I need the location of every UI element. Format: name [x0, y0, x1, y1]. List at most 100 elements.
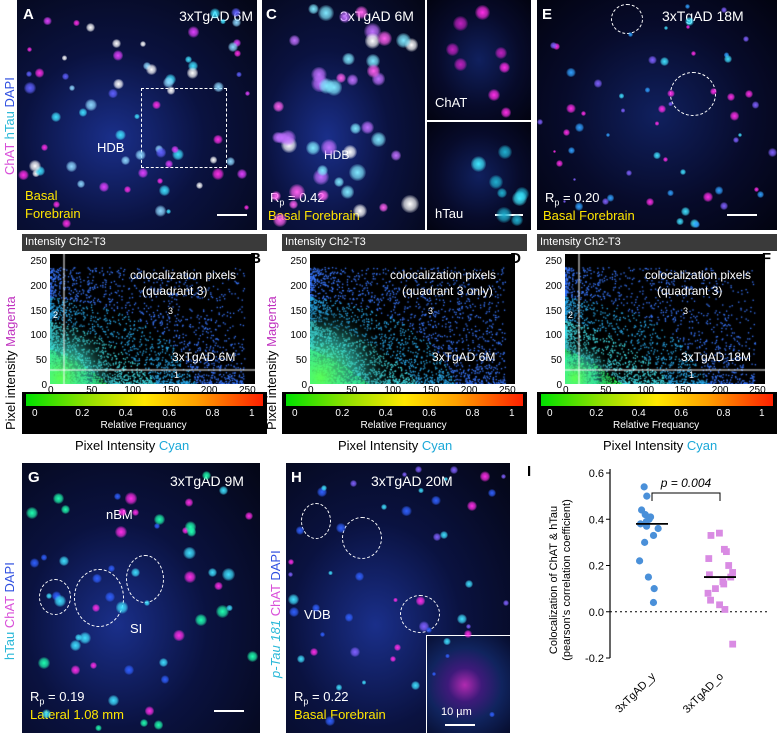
cell: [287, 559, 294, 565]
cell: [187, 67, 199, 79]
scatter-plot: colocalization pixels (quadrant 3) 3xTgAD …: [565, 254, 765, 384]
highlight-circle: [611, 4, 643, 34]
cell: [288, 200, 298, 210]
data-point: [649, 598, 658, 607]
y-tick-label: 0.2: [589, 561, 604, 573]
cell: [496, 207, 512, 224]
cell: [366, 64, 381, 78]
data-point: [650, 585, 658, 593]
cell: [26, 46, 32, 52]
cell: [75, 634, 83, 642]
inset-label: ChAT: [435, 95, 468, 110]
cell: [754, 187, 759, 192]
cell: [562, 199, 567, 203]
cell: [156, 178, 163, 185]
data-point: [644, 573, 653, 581]
cell: [350, 647, 360, 657]
scatter-note: (quadrant 3 only): [402, 284, 493, 298]
cell: [680, 168, 687, 176]
highlight-circle: [301, 503, 331, 539]
cell: [684, 3, 690, 10]
cell: [644, 87, 651, 94]
pixel-density: [565, 254, 765, 384]
cell: [272, 100, 285, 113]
cell: [511, 214, 524, 227]
panel-letter: A: [23, 6, 34, 23]
data-point: [704, 589, 712, 597]
panel-b-xlabel: Pixel Intensity Cyan: [75, 438, 190, 453]
cell: [244, 90, 251, 97]
x-tick: 100: [124, 385, 142, 396]
cell: [320, 632, 326, 638]
region-label: VDB: [304, 607, 331, 622]
cell: [666, 89, 675, 98]
cell: [488, 174, 503, 190]
cell: [401, 472, 407, 478]
panel-i-chart: 0.6 0.4 0.2 0.0 -0.2 3xTgAD_y 3xTgAD_o p = 0.00…: [585, 468, 770, 716]
data-point: [640, 483, 648, 491]
colorbar-tick: 1: [509, 408, 515, 419]
htau-label: hTau: [2, 111, 17, 140]
y-tick-label: -0.2: [585, 653, 604, 665]
cell: [233, 39, 242, 48]
y-tick: 200: [30, 280, 47, 292]
cell: [105, 592, 115, 602]
cell: [317, 486, 328, 498]
colorbar-frame: 0 0.2 0.4 0.6 0.8 1 Relative Frequancy: [537, 392, 777, 434]
cell: [288, 183, 305, 200]
scale-label: 10 µm: [441, 706, 472, 718]
cell: [324, 716, 335, 727]
cell: [29, 558, 40, 568]
x-tick: 250: [749, 385, 766, 396]
cell: [690, 51, 696, 57]
cell: [185, 498, 194, 507]
cell: [723, 51, 730, 58]
cell: [465, 623, 472, 630]
group-label: 3xTgAD 6M: [172, 350, 236, 364]
colorbar-tick: 0: [32, 408, 38, 419]
group-label: 3xTgAD 9M: [170, 473, 244, 489]
y-tick: 50: [550, 355, 562, 367]
scatter-header: Intensity Ch2-T3: [282, 234, 527, 251]
cell: [572, 177, 576, 181]
cell: [213, 82, 224, 93]
cell: [470, 156, 487, 172]
colorbar-frame: 0 0.2 0.4 0.6 0.8 1 Relative Frequancy: [282, 392, 527, 434]
cell: [35, 165, 46, 176]
cell: [743, 35, 750, 42]
region-label: SI: [130, 621, 143, 636]
colorbar-gradient: [541, 394, 773, 406]
cell: [155, 147, 166, 158]
cell: [182, 546, 196, 560]
cell: [336, 72, 347, 83]
y-tick: 250: [290, 256, 307, 267]
cell: [130, 567, 140, 577]
cell: [417, 487, 424, 494]
cell: [467, 500, 478, 511]
group-label: 3xTgAD 20M: [371, 473, 453, 489]
highlight-circle: [670, 72, 716, 116]
scale-bar: [445, 724, 475, 726]
zoom-inset: 10 µm: [426, 635, 510, 733]
cell: [703, 192, 713, 202]
cell: [187, 25, 200, 38]
cell: [62, 73, 70, 80]
cell: [723, 55, 732, 64]
region-label: HDB: [97, 140, 125, 155]
cell: [184, 521, 197, 534]
cell: [154, 205, 166, 217]
quadrant-3: 3: [428, 306, 434, 316]
cell: [244, 511, 253, 521]
data-point: [723, 548, 730, 556]
panel-letter: B: [250, 250, 261, 267]
cell: [431, 671, 436, 676]
cell: [144, 706, 155, 716]
cell: [511, 191, 527, 207]
cell: [62, 55, 68, 61]
rp-label: Rp = 0.19: [30, 689, 85, 707]
colorbar-frame: 0 0.2 0.4 0.6 0.8 1 Relative Frequancy: [22, 392, 267, 434]
x-tick: 200: [460, 385, 478, 396]
cell: [354, 571, 365, 582]
highlight-circle: [400, 595, 440, 633]
colorbar-tick: 0.6: [162, 408, 177, 419]
